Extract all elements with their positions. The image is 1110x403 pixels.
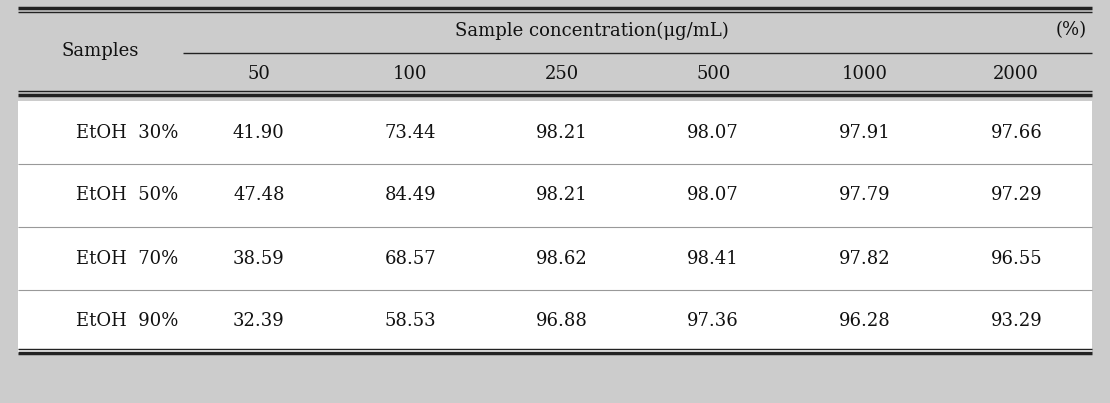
Text: Sample concentration(μg/mL): Sample concentration(μg/mL) xyxy=(455,21,729,39)
Text: EtOH  50%: EtOH 50% xyxy=(75,187,178,204)
Text: 1000: 1000 xyxy=(841,65,888,83)
Text: EtOH  70%: EtOH 70% xyxy=(75,249,178,268)
Text: 250: 250 xyxy=(545,65,579,83)
Text: EtOH  90%: EtOH 90% xyxy=(75,312,178,330)
Text: 93.29: 93.29 xyxy=(990,312,1042,330)
Text: 96.88: 96.88 xyxy=(536,312,587,330)
Text: 98.07: 98.07 xyxy=(687,123,739,141)
Text: 50: 50 xyxy=(248,65,270,83)
Text: 500: 500 xyxy=(696,65,730,83)
Text: 47.48: 47.48 xyxy=(233,187,284,204)
Text: 100: 100 xyxy=(393,65,427,83)
Text: 58.53: 58.53 xyxy=(384,312,436,330)
Text: 97.79: 97.79 xyxy=(839,187,890,204)
Text: 38.59: 38.59 xyxy=(233,249,284,268)
Text: 98.21: 98.21 xyxy=(536,187,587,204)
Text: 98.41: 98.41 xyxy=(687,249,739,268)
Text: EtOH  30%: EtOH 30% xyxy=(75,123,178,141)
Text: 98.21: 98.21 xyxy=(536,123,587,141)
Text: 32.39: 32.39 xyxy=(233,312,284,330)
Text: 97.66: 97.66 xyxy=(990,123,1042,141)
Text: 68.57: 68.57 xyxy=(384,249,436,268)
Text: 97.36: 97.36 xyxy=(687,312,739,330)
Text: 96.28: 96.28 xyxy=(839,312,890,330)
Text: 98.07: 98.07 xyxy=(687,187,739,204)
Text: 84.49: 84.49 xyxy=(384,187,436,204)
Text: 96.55: 96.55 xyxy=(990,249,1042,268)
Text: Samples: Samples xyxy=(62,42,139,60)
Text: 98.62: 98.62 xyxy=(536,249,587,268)
Bar xyxy=(18,8,1092,95)
Text: 97.29: 97.29 xyxy=(990,187,1042,204)
Bar xyxy=(18,101,1092,353)
Text: (%): (%) xyxy=(1056,21,1087,39)
Text: 73.44: 73.44 xyxy=(384,123,436,141)
Text: 97.82: 97.82 xyxy=(839,249,890,268)
Text: 97.91: 97.91 xyxy=(839,123,890,141)
Text: 41.90: 41.90 xyxy=(233,123,284,141)
Text: 2000: 2000 xyxy=(993,65,1039,83)
